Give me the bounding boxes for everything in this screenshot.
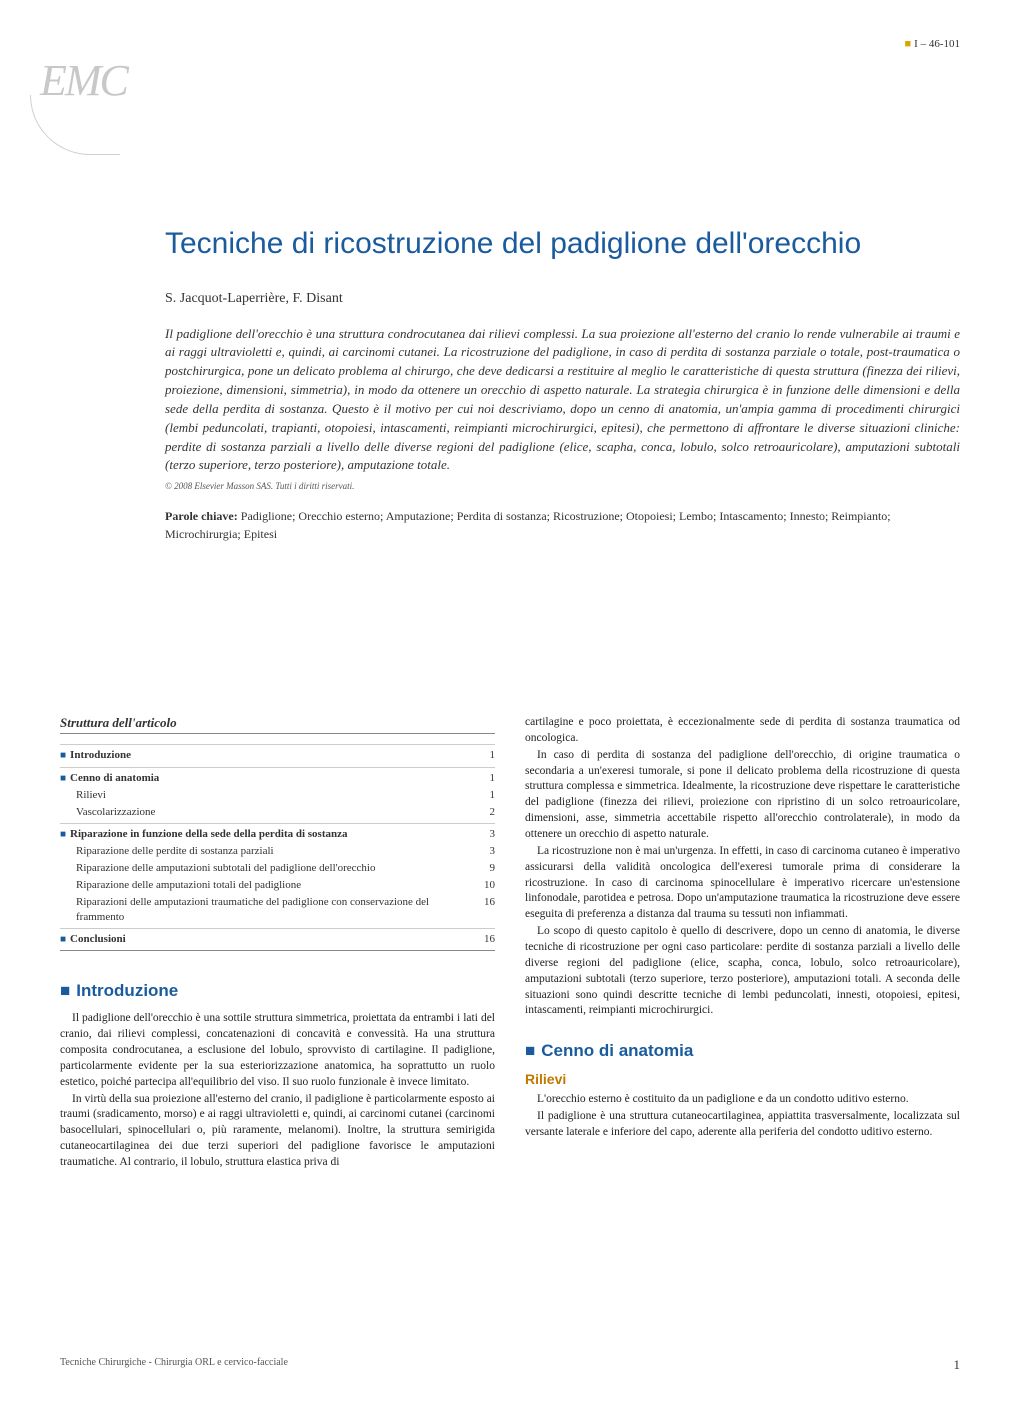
toc-label: Riparazioni delle amputazioni traumatich… — [60, 895, 484, 925]
toc-row: ■ Conclusioni 16 — [60, 928, 495, 951]
toc: ■ Introduzione 1 ■ Cenno di anatomia 1 Ril… — [60, 744, 495, 951]
two-column-body: Struttura dell'articolo ■ Introduzione 1 … — [60, 715, 960, 1172]
keywords: Parole chiave: Padiglione; Orecchio este… — [165, 507, 960, 543]
subsection-rilievi: Rilievi — [525, 1071, 960, 1087]
body-paragraph: La ricostruzione non è mai un'urgenza. I… — [525, 844, 960, 923]
square-icon: ■ — [60, 981, 70, 1000]
body-paragraph: In virtù della sua proiezione all'estern… — [60, 1092, 495, 1171]
logo-arc — [30, 95, 120, 155]
abstract: Il padiglione dell'orecchio è una strutt… — [165, 325, 960, 476]
header-block: Tecniche di ricostruzione del padiglione… — [165, 225, 960, 543]
body-paragraph: cartilagine e poco proiettata, è eccezio… — [525, 715, 960, 747]
toc-row: Riparazione delle perdite di sostanza pa… — [60, 843, 495, 860]
toc-row: Vascolarizzazione 2 — [60, 804, 495, 821]
toc-label: Riparazione in funzione della sede della… — [70, 828, 347, 840]
toc-label: Vascolarizzazione — [60, 805, 490, 820]
section-introduzione: ■ Introduzione — [60, 981, 495, 1001]
page-number: 1 — [954, 1357, 961, 1373]
journal-name: Tecniche Chirurgiche - Chirurgia ORL e c… — [60, 1357, 288, 1373]
toc-page: 10 — [484, 878, 495, 893]
toc-label: Conclusioni — [70, 933, 126, 945]
section-anatomia: ■ Cenno di anatomia — [525, 1041, 960, 1061]
body-paragraph: In caso di perdita di sostanza del padig… — [525, 748, 960, 843]
square-icon: ■ — [525, 1041, 535, 1060]
page-code: ■I – 46-101 — [905, 38, 960, 50]
toc-label: Introduzione — [70, 749, 131, 761]
article-title: Tecniche di ricostruzione del padiglione… — [165, 225, 960, 263]
toc-page: 16 — [484, 895, 495, 910]
toc-label: Rilievi — [60, 788, 490, 803]
bullet-icon: ■ — [60, 750, 66, 761]
toc-page: 2 — [490, 805, 496, 820]
heading-text: Cenno di anatomia — [541, 1041, 693, 1060]
toc-label: Riparazione delle amputazioni subtotali … — [60, 861, 490, 876]
toc-page: 9 — [490, 861, 496, 876]
copyright: © 2008 Elsevier Masson SAS. Tutti i diri… — [165, 481, 960, 491]
keywords-text: Padiglione; Orecchio esterno; Amputazion… — [165, 509, 891, 541]
toc-heading: Struttura dell'articolo — [60, 715, 495, 734]
toc-page: 3 — [490, 827, 496, 842]
right-column: cartilagine e poco proiettata, è eccezio… — [525, 715, 960, 1172]
footer: Tecniche Chirurgiche - Chirurgia ORL e c… — [60, 1357, 960, 1373]
toc-row: ■ Introduzione 1 — [60, 744, 495, 764]
toc-label: Riparazione delle amputazioni totali del… — [60, 878, 484, 893]
toc-row: Riparazione delle amputazioni totali del… — [60, 877, 495, 894]
toc-row: Rilievi 1 — [60, 787, 495, 804]
toc-page: 16 — [484, 932, 495, 947]
keywords-label: Parole chiave: — [165, 509, 238, 523]
body-paragraph: Il padiglione dell'orecchio è una sottil… — [60, 1011, 495, 1090]
bullet-icon: ■ — [60, 829, 66, 840]
toc-row: Riparazioni delle amputazioni traumatich… — [60, 894, 495, 926]
body-paragraph: Il padiglione è una struttura cutaneocar… — [525, 1109, 960, 1141]
heading-text: Introduzione — [76, 981, 178, 1000]
bullet-icon: ■ — [905, 38, 912, 50]
toc-page: 1 — [490, 788, 496, 803]
left-column: Struttura dell'articolo ■ Introduzione 1 … — [60, 715, 495, 1172]
toc-row: Riparazione delle amputazioni subtotali … — [60, 860, 495, 877]
bullet-icon: ■ — [60, 773, 66, 784]
code-text: I – 46-101 — [914, 38, 960, 50]
authors: S. Jacquot-Laperrière, F. Disant — [165, 291, 960, 307]
body-paragraph: L'orecchio esterno è costituito da un pa… — [525, 1092, 960, 1108]
toc-page: 3 — [490, 844, 496, 859]
toc-page: 1 — [490, 771, 496, 786]
toc-label: Riparazione delle perdite di sostanza pa… — [60, 844, 490, 859]
bullet-icon: ■ — [60, 934, 66, 945]
toc-row: ■ Cenno di anatomia 1 — [60, 767, 495, 787]
body-paragraph: Lo scopo di questo capitolo è quello di … — [525, 924, 960, 1019]
toc-label: Cenno di anatomia — [70, 772, 159, 784]
toc-page: 1 — [490, 748, 496, 763]
toc-row: ■ Riparazione in funzione della sede dell… — [60, 823, 495, 843]
